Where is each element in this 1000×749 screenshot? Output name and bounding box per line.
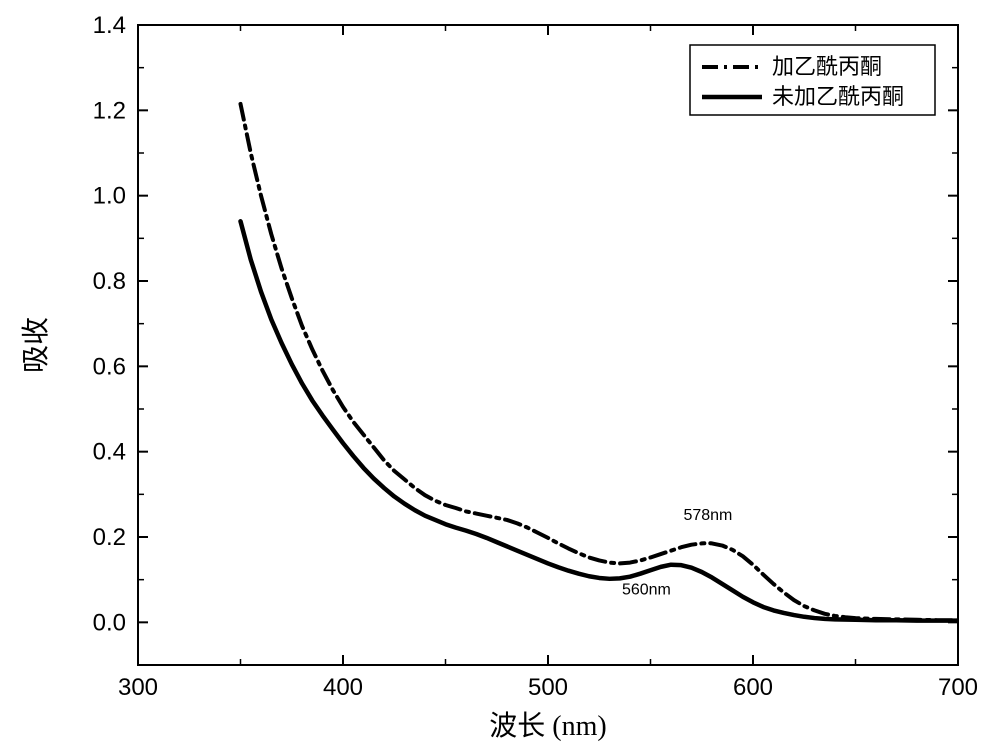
y-tick-label: 1.2 <box>93 97 126 124</box>
plot-border <box>138 25 958 665</box>
annotation-1: 560nm <box>622 582 671 599</box>
y-tick-label: 0.8 <box>93 268 126 295</box>
x-tick-label: 400 <box>323 674 363 701</box>
y-tick-label: 0.6 <box>93 353 126 380</box>
x-tick-label: 300 <box>118 674 158 701</box>
x-tick-label: 600 <box>733 674 773 701</box>
x-axis-title: 波长 (nm) <box>489 710 606 742</box>
y-tick-label: 1.0 <box>93 183 126 210</box>
y-tick-label: 1.4 <box>93 12 126 39</box>
x-tick-label: 700 <box>938 674 978 701</box>
chart-svg: 300 400 500 600 700 波长 (nm) 0.0 0.2 0.4 0.6 0.8 1.0… <box>0 0 1000 749</box>
spectrum-chart: 300 400 500 600 700 波长 (nm) 0.0 0.2 0.4 0.6 0.8 1.0… <box>0 0 1000 749</box>
y-axis-title: 吸收 <box>20 317 52 373</box>
series-line-0 <box>241 104 959 620</box>
y-tick-label: 0.2 <box>93 524 126 551</box>
y-tick-label: 0.0 <box>93 609 126 636</box>
y-tick-label: 0.4 <box>93 439 126 466</box>
x-tick-label: 500 <box>528 674 568 701</box>
annotation-0: 578nm <box>683 507 732 524</box>
legend-label-1: 未加乙酰丙酮 <box>772 84 904 109</box>
legend-label-0: 加乙酰丙酮 <box>772 54 882 79</box>
